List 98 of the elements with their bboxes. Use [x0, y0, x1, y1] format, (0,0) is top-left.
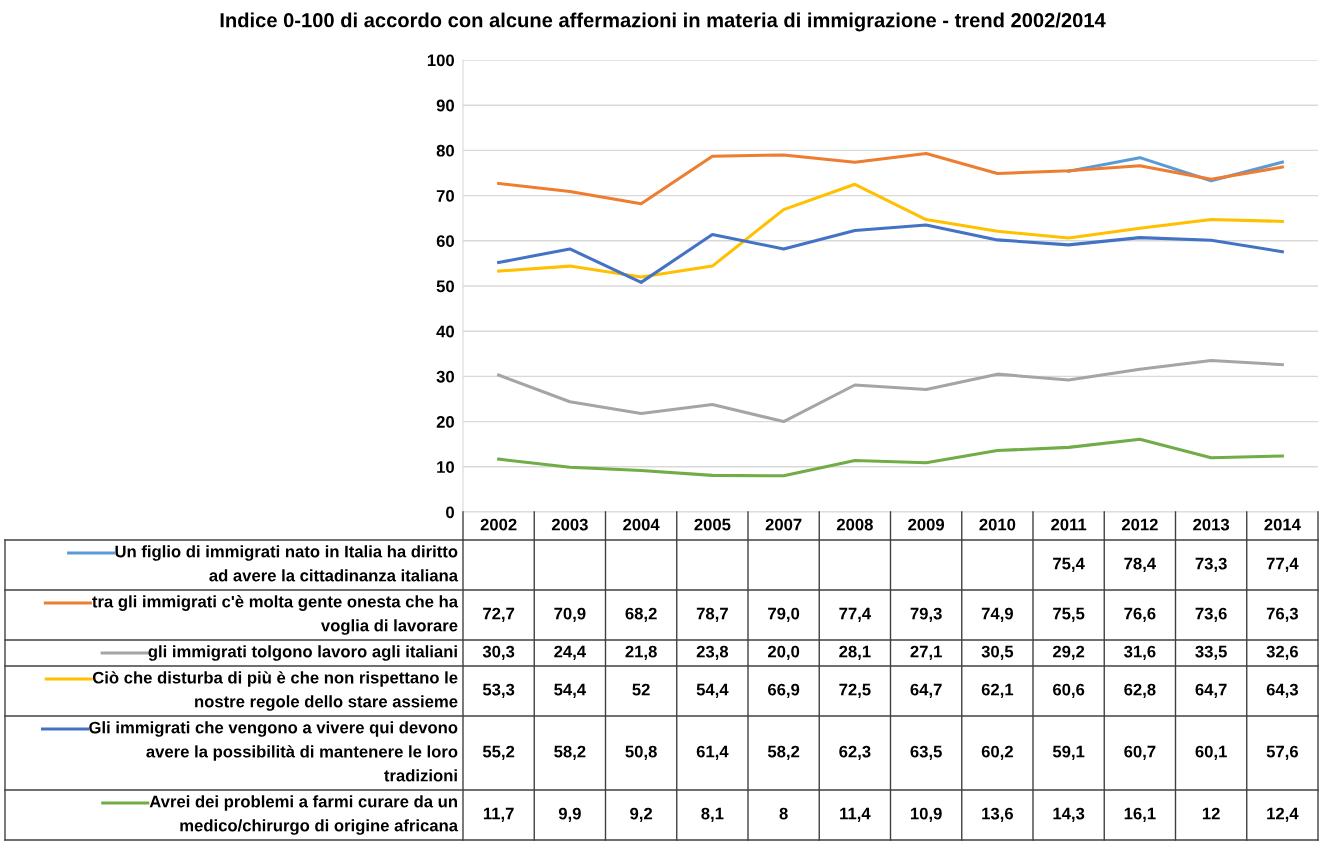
data-label: 30,5	[981, 645, 1014, 660]
line-series	[497, 152, 1284, 206]
line-series	[497, 182, 1284, 279]
data-label: 59,1	[1052, 745, 1085, 760]
data-label: 53,3	[482, 683, 515, 698]
data-label: 64,3	[1266, 683, 1298, 698]
x-tick-label: 2009	[908, 518, 945, 531]
y-tick-label: 20	[436, 416, 454, 428]
data-label: 79,3	[910, 607, 942, 622]
data-label: 72,7	[483, 607, 515, 622]
legend-label: Avrei dei problemi a farmi curare da un medico/chirurgo di origine africana	[149, 795, 459, 835]
data-label: 9,9	[558, 807, 581, 822]
y-tick-label: 100	[427, 54, 454, 67]
x-tick-label: 2002	[480, 518, 517, 531]
data-label: 62,8	[1124, 683, 1156, 698]
data-label: 70,9	[554, 607, 586, 622]
data-label: 23,8	[696, 645, 729, 660]
data-label: 54,4	[554, 683, 587, 698]
legend-label: Gli immigrati che vengono a vivere qui devono avere la possibilità di mantenere le loro tradizioni	[89, 721, 458, 782]
data-label: 60,6	[1053, 683, 1085, 698]
data-label: 31,6	[1124, 645, 1156, 660]
line-series	[497, 437, 1284, 478]
data-label: 21,8	[625, 645, 657, 660]
data-label: 76,6	[1124, 607, 1156, 622]
data-label: 50,8	[625, 745, 657, 760]
data-label: 60,7	[1124, 745, 1156, 760]
data-label: 58,2	[554, 745, 586, 760]
y-tick-label: 70	[436, 190, 454, 202]
y-tick-label: 30	[436, 370, 454, 383]
data-label: 11,7	[483, 807, 514, 822]
data-label: 64,7	[1195, 683, 1227, 698]
x-tick-label: 2013	[1193, 518, 1230, 531]
data-label: 10,9	[910, 807, 942, 822]
data-label: 60,2	[981, 745, 1013, 760]
line-series	[497, 223, 1284, 284]
y-tick-label: 40	[436, 325, 454, 338]
legend-label: Ciò che disturba di più è che non rispettano le nostre regole dello stare assieme	[92, 671, 458, 711]
data-label: 12	[1202, 807, 1220, 820]
data-label: 11,4	[840, 807, 871, 822]
data-label: 27,1	[910, 645, 942, 660]
x-tick-label: 2011	[1051, 518, 1087, 531]
data-label: 73,6	[1195, 607, 1227, 622]
data-label: 54,4	[696, 683, 729, 698]
data-label: 20,0	[767, 645, 800, 660]
y-tick-label: 10	[437, 461, 454, 473]
x-tick-label: 2003	[551, 518, 588, 531]
data-label: 60,1	[1195, 745, 1227, 760]
data-label: 24,4	[554, 645, 587, 660]
data-label: 64,7	[910, 683, 942, 698]
data-label: 8	[779, 807, 788, 820]
data-label: 16,1	[1124, 807, 1156, 822]
data-label: 75,4	[1053, 557, 1085, 572]
x-tick-label: 2010	[979, 518, 1016, 531]
chart-title: Indice 0-100 di accordo con alcune affermazioni in materia di immigrazione - trend 2002/2014	[220, 12, 1106, 32]
data-label: 14,3	[1053, 807, 1085, 822]
data-label: 13,6	[982, 807, 1013, 822]
x-tick-label: 2012	[1121, 518, 1158, 531]
data-label: 75,5	[1053, 607, 1085, 622]
data-label: 12,4	[1267, 807, 1299, 822]
data-label: 77,4	[1266, 557, 1299, 572]
data-label: 68,2	[625, 607, 657, 622]
x-tick-label: 2004	[623, 518, 660, 531]
data-label: 28,1	[839, 645, 871, 660]
data-label: 63,5	[910, 745, 942, 760]
data-label: 61,4	[696, 745, 729, 760]
data-label: 57,6	[1266, 745, 1298, 760]
data-label: 78,7	[696, 607, 728, 622]
data-label: 62,3	[839, 745, 871, 760]
data-label: 73,3	[1195, 557, 1227, 572]
x-tick-label: 2014	[1264, 518, 1301, 531]
data-label: 8,1	[701, 807, 724, 822]
data-label: 30,3	[482, 645, 515, 660]
data-label: 74,9	[981, 607, 1013, 622]
data-label: 76,3	[1266, 607, 1298, 622]
y-tick-label: 90	[436, 99, 454, 112]
data-label: 78,4	[1124, 557, 1157, 572]
y-tick-label: 50	[436, 280, 454, 293]
data-label: 32,6	[1266, 645, 1298, 660]
x-tick-label: 2007	[765, 518, 802, 531]
legend-label: Un figlio di immigrati nato in Italia ha diritto ad avere la cittadinanza italiana	[115, 545, 459, 582]
data-label: 9,2	[630, 807, 653, 822]
x-tick-label: 2008	[836, 518, 873, 531]
line-series	[497, 359, 1284, 424]
data-label: 33,5	[1195, 645, 1227, 660]
y-tick-label: 80	[436, 144, 454, 157]
x-tick-label: 2005	[694, 518, 731, 531]
legend-label: gli immigrati tolgono lavoro agli italiani	[148, 645, 457, 661]
data-label: 72,5	[839, 683, 871, 698]
data-label: 58,2	[767, 745, 800, 760]
data-label: 55,2	[482, 745, 515, 760]
y-tick-label: 0	[446, 506, 454, 519]
data-label: 79,0	[768, 607, 800, 622]
data-label: 62,1	[981, 683, 1014, 698]
y-tick-label: 60	[436, 235, 454, 247]
data-label: 52	[632, 683, 650, 696]
data-label: 66,9	[768, 683, 800, 698]
data-label: 29,2	[1052, 645, 1085, 660]
data-label: 77,4	[839, 607, 872, 622]
